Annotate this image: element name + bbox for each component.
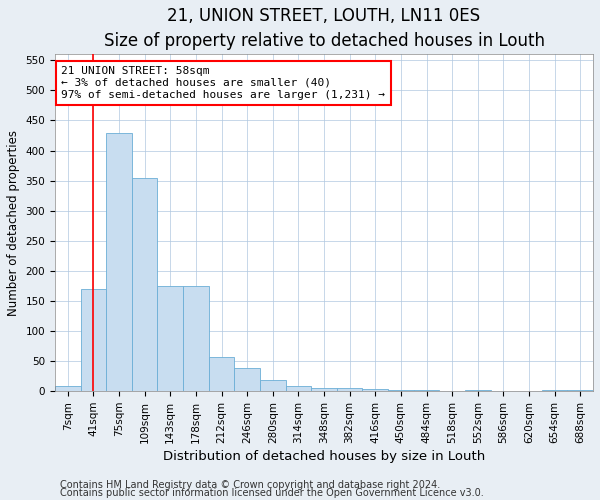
Bar — [106, 132, 132, 392]
Bar — [235, 368, 260, 392]
Bar — [542, 390, 568, 392]
X-axis label: Distribution of detached houses by size in Louth: Distribution of detached houses by size … — [163, 450, 485, 463]
Text: 21 UNION STREET: 58sqm
← 3% of detached houses are smaller (40)
97% of semi-deta: 21 UNION STREET: 58sqm ← 3% of detached … — [61, 66, 385, 100]
Text: Contains public sector information licensed under the Open Government Licence v3: Contains public sector information licen… — [60, 488, 484, 498]
Text: Contains HM Land Registry data © Crown copyright and database right 2024.: Contains HM Land Registry data © Crown c… — [60, 480, 440, 490]
Bar — [413, 390, 439, 392]
Bar — [157, 286, 183, 392]
Title: 21, UNION STREET, LOUTH, LN11 0ES
Size of property relative to detached houses i: 21, UNION STREET, LOUTH, LN11 0ES Size o… — [104, 7, 545, 50]
Bar — [568, 390, 593, 392]
Bar — [286, 386, 311, 392]
Bar — [465, 390, 491, 392]
Bar — [209, 357, 235, 392]
Bar — [337, 388, 362, 392]
Bar — [80, 289, 106, 392]
Bar — [183, 286, 209, 392]
Bar — [55, 386, 80, 392]
Bar — [362, 390, 388, 392]
Bar — [311, 388, 337, 392]
Bar — [132, 178, 157, 392]
Bar — [260, 380, 286, 392]
Bar — [388, 390, 413, 392]
Y-axis label: Number of detached properties: Number of detached properties — [7, 130, 20, 316]
